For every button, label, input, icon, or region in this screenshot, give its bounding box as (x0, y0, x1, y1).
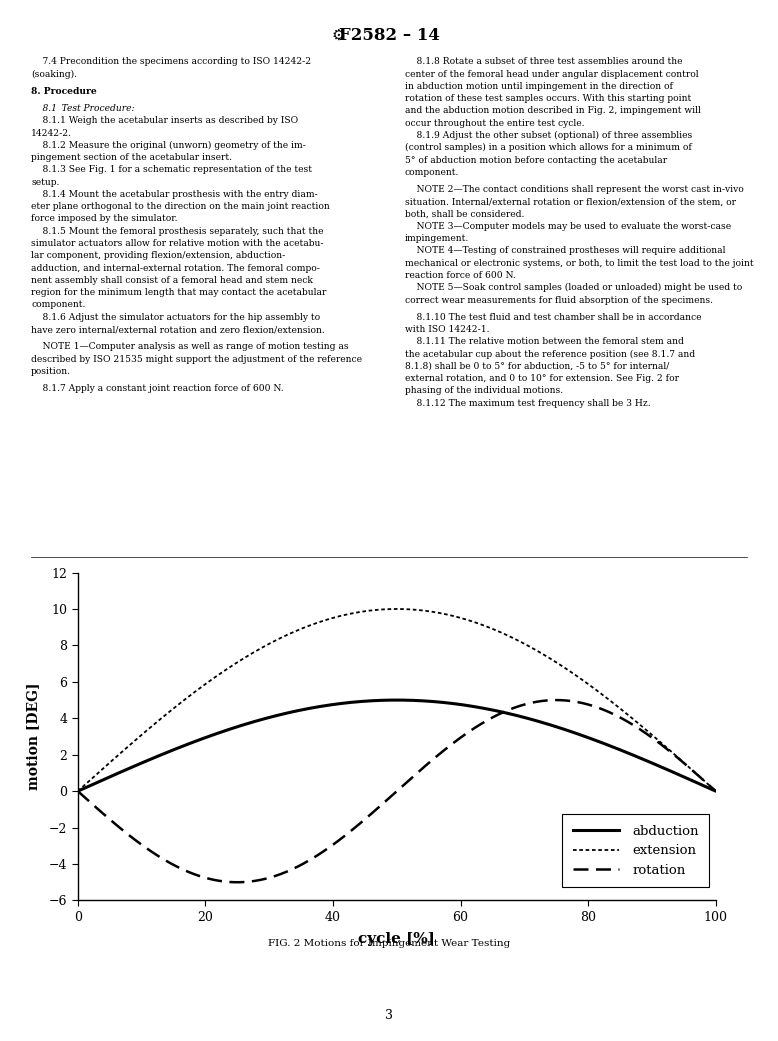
abduction (392, 694, 401, 707)
extension (392, 603, 401, 615)
Text: NOTE 4—Testing of constrained prostheses will require additional: NOTE 4—Testing of constrained prostheses… (405, 247, 725, 255)
Text: 8.1  Test Procedure:: 8.1 Test Procedure: (31, 104, 135, 112)
Text: 8.1.8) shall be 0 to 5° for abduction, -5 to 5° for internal/: 8.1.8) shall be 0 to 5° for abduction, -… (405, 362, 669, 371)
Text: FIG. 2 Motions for Impingement Wear Testing: FIG. 2 Motions for Impingement Wear Test… (268, 939, 510, 948)
Text: component.: component. (31, 301, 86, 309)
Text: force imposed by the simulator.: force imposed by the simulator. (31, 214, 177, 224)
Text: simulator actuators allow for relative motion with the acetabu-: simulator actuators allow for relative m… (31, 239, 324, 248)
Text: 8.1.2 Measure the original (unworn) geometry of the im-: 8.1.2 Measure the original (unworn) geom… (31, 141, 306, 150)
Line: extension: extension (78, 609, 716, 791)
Text: 8.1.5 Mount the femoral prosthesis separately, such that the: 8.1.5 Mount the femoral prosthesis separ… (31, 227, 324, 235)
rotation (572, 695, 581, 708)
Text: the acetabular cup about the reference position (see 8.1.7 and: the acetabular cup about the reference p… (405, 350, 695, 359)
Y-axis label: motion [DEG]: motion [DEG] (26, 683, 40, 790)
extension (331, 611, 341, 624)
Text: 5° of abduction motion before contacting the acetabular: 5° of abduction motion before contacting… (405, 155, 667, 164)
Text: impingement.: impingement. (405, 234, 469, 244)
abduction (138, 756, 148, 768)
Text: have zero internal/external rotation and zero flexion/extension.: have zero internal/external rotation and… (31, 325, 325, 334)
Text: 3: 3 (385, 1010, 393, 1022)
abduction (583, 731, 592, 743)
Text: 8.1.3 See Fig. 1 for a schematic representation of the test: 8.1.3 See Fig. 1 for a schematic represe… (31, 166, 312, 174)
extension (354, 606, 363, 618)
Text: region for the minimum length that may contact the acetabular: region for the minimum length that may c… (31, 288, 327, 297)
abduction (711, 785, 720, 797)
Text: and the abduction motion described in Fig. 2, impingement will: and the abduction motion described in Fi… (405, 106, 700, 116)
Text: 8. Procedure: 8. Procedure (31, 86, 97, 96)
Text: 8.1.4 Mount the acetabular prosthesis with the entry diam-: 8.1.4 Mount the acetabular prosthesis wi… (31, 189, 318, 199)
Text: with ISO 14242-1.: with ISO 14242-1. (405, 325, 489, 334)
Text: reaction force of 600 N.: reaction force of 600 N. (405, 271, 515, 280)
rotation (584, 699, 593, 711)
extension (138, 728, 148, 740)
Text: 8.1.6 Adjust the simulator actuators for the hip assembly to: 8.1.6 Adjust the simulator actuators for… (31, 312, 321, 322)
Text: occur throughout the entire test cycle.: occur throughout the entire test cycle. (405, 119, 584, 128)
Text: 8.1.8 Rotate a subset of three test assemblies around the: 8.1.8 Rotate a subset of three test asse… (405, 57, 682, 67)
extension (571, 669, 580, 682)
Text: (control samples) in a position which allows for a minimum of: (control samples) in a position which al… (405, 144, 692, 152)
Text: ⚙: ⚙ (331, 28, 345, 43)
Text: adduction, and internal-external rotation. The femoral compo-: adduction, and internal-external rotatio… (31, 263, 320, 273)
Text: NOTE 3—Computer models may be used to evaluate the worst-case: NOTE 3—Computer models may be used to ev… (405, 222, 731, 231)
rotation (355, 817, 364, 830)
abduction (331, 697, 341, 710)
abduction (354, 695, 363, 708)
Text: in abduction motion until impingement in the direction of: in abduction motion until impingement in… (405, 82, 672, 91)
Text: mechanical or electronic systems, or both, to limit the test load to the joint: mechanical or electronic systems, or bot… (405, 259, 753, 268)
Text: 14242-2.: 14242-2. (31, 128, 72, 137)
Text: 8.1.1 Weigh the acetabular inserts as described by ISO: 8.1.1 Weigh the acetabular inserts as de… (31, 117, 298, 125)
extension (512, 634, 521, 646)
rotation (711, 785, 720, 797)
Text: pingement section of the acetabular insert.: pingement section of the acetabular inse… (31, 153, 232, 162)
rotation (552, 694, 561, 707)
Text: described by ISO 21535 might support the adjustment of the reference: described by ISO 21535 might support the… (31, 355, 362, 363)
abduction (512, 709, 521, 721)
Text: center of the femoral head under angular displacement control: center of the femoral head under angular… (405, 70, 698, 78)
Text: position.: position. (31, 366, 71, 376)
extension (583, 678, 592, 690)
Text: lar component, providing flexion/extension, abduction-: lar component, providing flexion/extensi… (31, 251, 286, 260)
Text: 8.1.12 The maximum test frequency shall be 3 Hz.: 8.1.12 The maximum test frequency shall … (405, 399, 650, 408)
rotation (512, 701, 521, 713)
extension (73, 785, 82, 797)
extension (711, 785, 720, 797)
Text: 8.1.7 Apply a constant joint reaction force of 600 N.: 8.1.7 Apply a constant joint reaction fo… (31, 384, 284, 393)
Line: abduction: abduction (78, 701, 716, 791)
rotation (73, 785, 82, 797)
X-axis label: cycle [%]: cycle [%] (359, 932, 435, 946)
rotation (138, 839, 148, 852)
Text: eter plane orthogonal to the direction on the main joint reaction: eter plane orthogonal to the direction o… (31, 202, 330, 211)
Text: (soaking).: (soaking). (31, 70, 77, 79)
Text: 8.1.9 Adjust the other subset (optional) of three assemblies: 8.1.9 Adjust the other subset (optional)… (405, 131, 692, 141)
Text: phasing of the individual motions.: phasing of the individual motions. (405, 386, 562, 396)
Text: F2582 – 14: F2582 – 14 (338, 27, 440, 44)
Text: rotation of these test samples occurs. With this starting point: rotation of these test samples occurs. W… (405, 94, 691, 103)
abduction (73, 785, 82, 797)
Text: 8.1.11 The relative motion between the femoral stem and: 8.1.11 The relative motion between the f… (405, 337, 683, 347)
Text: NOTE 1—Computer analysis as well as range of motion testing as: NOTE 1—Computer analysis as well as rang… (31, 342, 349, 351)
Text: component.: component. (405, 168, 459, 177)
Text: correct wear measurements for fluid absorption of the specimens.: correct wear measurements for fluid abso… (405, 296, 713, 305)
Text: setup.: setup. (31, 178, 59, 186)
Text: NOTE 2—The contact conditions shall represent the worst cast in-vivo: NOTE 2—The contact conditions shall repr… (405, 185, 743, 194)
Text: NOTE 5—Soak control samples (loaded or unloaded) might be used to: NOTE 5—Soak control samples (loaded or u… (405, 283, 741, 293)
rotation (331, 836, 341, 848)
Text: 7.4 Precondition the specimens according to ISO 14242-2: 7.4 Precondition the specimens according… (31, 57, 311, 67)
Text: external rotation, and 0 to 10° for extension. See Fig. 2 for: external rotation, and 0 to 10° for exte… (405, 374, 678, 383)
rotation (233, 875, 242, 888)
Text: 8.1.10 The test fluid and test chamber shall be in accordance: 8.1.10 The test fluid and test chamber s… (405, 312, 701, 322)
Text: nent assembly shall consist of a femoral head and stem neck: nent assembly shall consist of a femoral… (31, 276, 313, 285)
Legend: abduction, extension, rotation: abduction, extension, rotation (562, 814, 710, 887)
abduction (571, 727, 580, 739)
Text: both, shall be considered.: both, shall be considered. (405, 209, 524, 219)
Line: rotation: rotation (78, 701, 716, 882)
Text: situation. Internal/external rotation or flexion/extension of the stem, or: situation. Internal/external rotation or… (405, 198, 735, 206)
